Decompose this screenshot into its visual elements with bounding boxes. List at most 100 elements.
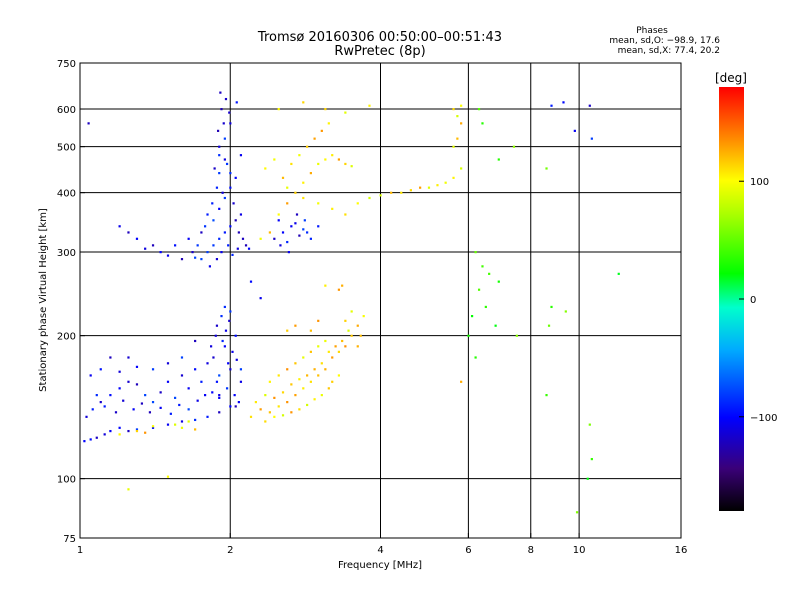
data-point (109, 394, 112, 397)
y-axis-label: Stationary phase Virtual Height [km] (38, 208, 49, 392)
data-point (127, 231, 130, 234)
data-point (341, 284, 344, 287)
data-point (575, 511, 579, 514)
x-axis-label: Frequency [MHz] (338, 560, 422, 571)
data-point (203, 394, 207, 397)
data-point (220, 251, 223, 254)
data-point (588, 423, 591, 426)
data-point (118, 225, 121, 228)
data-point (309, 172, 312, 175)
data-point (290, 162, 293, 166)
data-point (249, 280, 253, 283)
data-point (356, 202, 359, 205)
data-point (218, 237, 221, 240)
data-point (218, 172, 221, 175)
data-point (187, 408, 190, 411)
data-point (303, 219, 306, 222)
data-point (180, 426, 184, 429)
data-point (206, 213, 209, 216)
data-point (151, 244, 155, 247)
data-point (166, 423, 170, 426)
data-point (234, 405, 237, 408)
data-point (317, 162, 320, 166)
data-point (206, 251, 209, 254)
data-point (194, 428, 197, 431)
data-point (166, 254, 170, 257)
data-point (452, 176, 455, 179)
data-point (109, 429, 112, 433)
data-point (225, 387, 229, 390)
data-point (259, 408, 262, 411)
data-point (617, 272, 620, 275)
data-point (239, 368, 243, 371)
data-point (135, 428, 139, 431)
data-point (118, 433, 121, 436)
data-point (200, 258, 203, 261)
data-point (169, 412, 172, 415)
data-point (320, 129, 323, 132)
data-point (221, 191, 224, 194)
data-point (228, 319, 231, 322)
data-point (460, 380, 463, 383)
data-point (229, 172, 232, 175)
y-tick-label: 100 (57, 475, 76, 486)
data-point (218, 396, 221, 399)
data-point (212, 356, 215, 359)
data-point (273, 396, 276, 399)
data-point (286, 186, 289, 189)
data-point (331, 154, 334, 157)
data-point (180, 356, 184, 359)
data-point (497, 280, 500, 283)
data-point (194, 418, 197, 422)
data-point (362, 315, 365, 318)
data-point (212, 219, 215, 222)
data-point (573, 129, 576, 132)
data-point (298, 154, 301, 157)
data-point (224, 329, 228, 332)
data-point (515, 334, 518, 337)
data-point (317, 374, 320, 377)
data-point (356, 345, 359, 348)
data-point (452, 145, 455, 148)
data-point (306, 403, 309, 407)
data-point (287, 251, 290, 254)
data-point (294, 191, 297, 194)
data-point (477, 108, 481, 111)
data-point (227, 362, 230, 365)
data-point (200, 231, 203, 234)
data-point (268, 380, 271, 383)
data-point (151, 425, 155, 428)
data-point (294, 394, 297, 397)
data-point (409, 189, 412, 192)
data-point (206, 415, 209, 418)
data-point (218, 207, 221, 210)
data-point (477, 288, 481, 291)
data-point (334, 345, 337, 348)
data-point (281, 231, 285, 234)
data-point (229, 310, 232, 313)
data-point (151, 401, 155, 404)
y-tick-label: 300 (57, 248, 76, 259)
data-point (273, 158, 276, 161)
data-point (264, 167, 267, 170)
data-point (249, 415, 253, 418)
data-point (229, 186, 232, 189)
data-point (298, 234, 301, 237)
data-point (178, 403, 181, 407)
data-point (237, 231, 240, 234)
data-point (590, 457, 593, 461)
data-point (151, 368, 155, 371)
data-point (456, 115, 459, 118)
data-point (224, 97, 228, 101)
data-point (350, 310, 353, 313)
data-point (236, 247, 239, 250)
data-point (273, 415, 276, 418)
data-point (317, 225, 320, 228)
data-point (488, 272, 491, 275)
data-point (83, 440, 86, 443)
data-point (331, 207, 334, 210)
data-point (221, 339, 224, 343)
x-tick-label: 8 (528, 545, 534, 556)
data-point (452, 108, 455, 111)
